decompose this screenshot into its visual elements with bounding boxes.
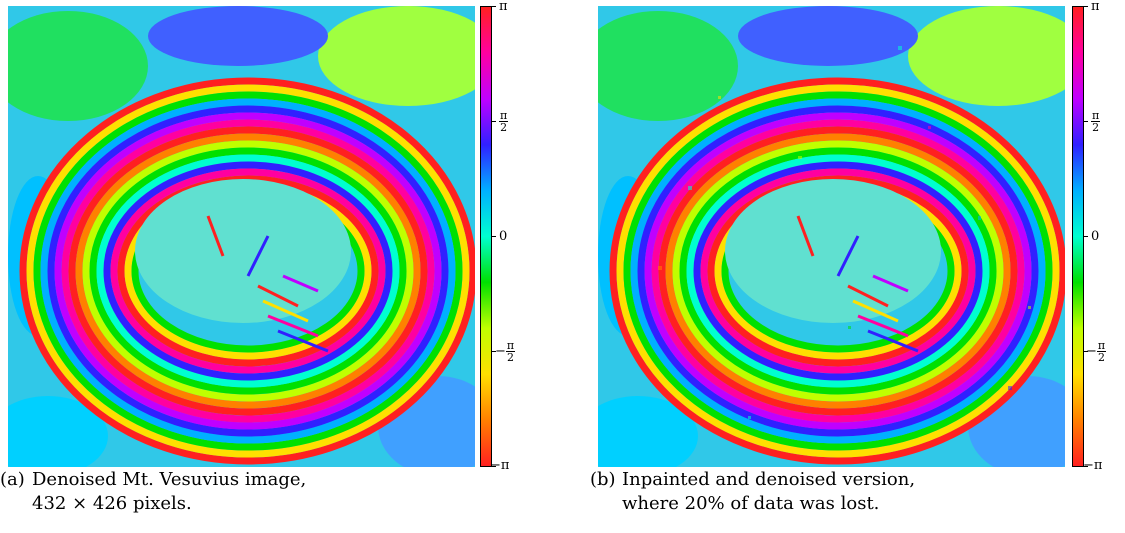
tick-bottom-a: −π <box>490 458 510 473</box>
tick-zero-a: 0 <box>499 229 508 244</box>
tick-neghalf-a: − π 2 <box>495 339 516 364</box>
tick-zero-b: 0 <box>1091 229 1100 244</box>
caption-a: (a) Denoised Mt. Vesuvius image, 432 × 42… <box>0 469 307 514</box>
colorbar-a <box>480 6 492 467</box>
vesuvius-inpainted-phase-image <box>598 6 1065 467</box>
tick-top-a: π <box>499 0 508 14</box>
vesuvius-phase-image <box>8 6 475 467</box>
caption-b: (b) Inpainted and denoised version, where… <box>590 469 916 514</box>
tick-top-b: π <box>1091 0 1100 14</box>
interferogram-image-b <box>598 6 1065 467</box>
interferogram-image-a <box>8 6 475 467</box>
colorbar-b <box>1072 6 1084 467</box>
tick-neghalf-b: − π 2 <box>1086 339 1107 364</box>
tick-bottom-b: −π <box>1083 458 1103 473</box>
